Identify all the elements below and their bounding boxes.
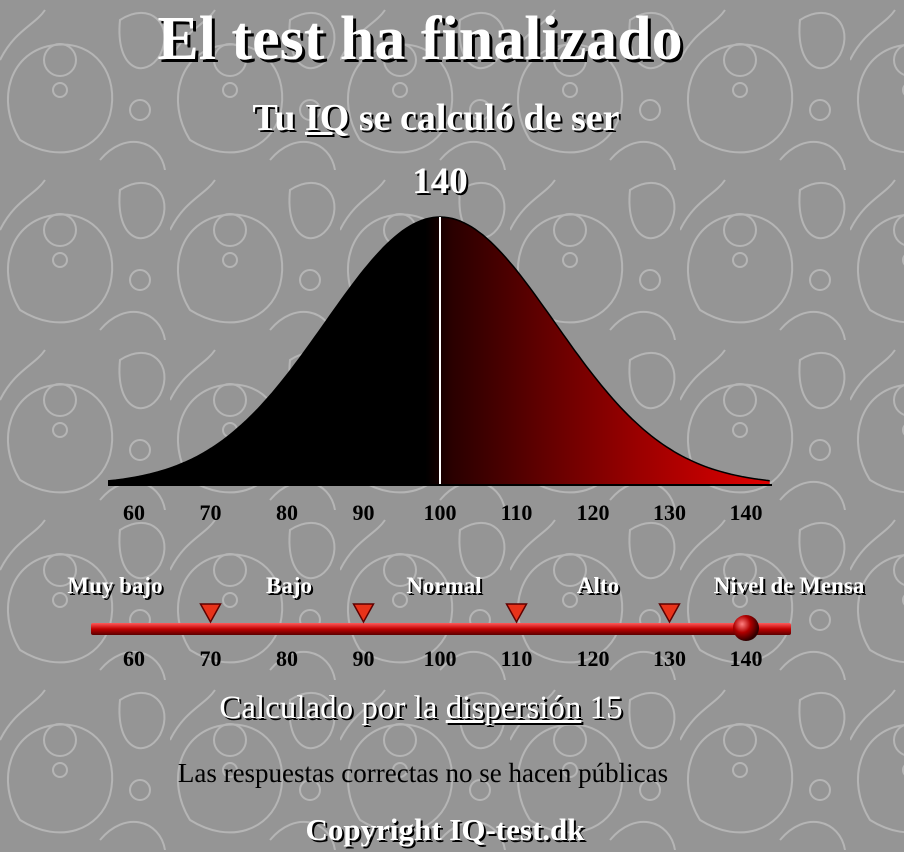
curve-outline — [107, 216, 770, 482]
curve-tick-label: 130 — [653, 500, 686, 525]
category-boundary-marker — [199, 603, 222, 624]
category-boundary-marker — [658, 603, 681, 624]
result-indicator — [733, 615, 759, 641]
page-title: El test ha finalizado — [157, 5, 683, 73]
category-boundary-marker — [505, 603, 528, 624]
scale-tick-label: 60 — [123, 646, 145, 671]
copyright: Copyright IQ-test.dk — [305, 812, 585, 847]
scale-tick-label: 140 — [729, 646, 763, 671]
scale-category-label: Muy bajo — [67, 573, 163, 598]
subtitle-prefix: Tu — [252, 97, 305, 139]
curve-tick-label: 80 — [276, 500, 298, 525]
scale-tick-label: 90 — [352, 646, 375, 671]
scale-category-label: Normal — [406, 573, 482, 598]
iq-scale-bar — [91, 623, 791, 635]
calc-suffix: 15 — [581, 690, 623, 726]
subtitle-suffix: se calculó de ser — [349, 97, 620, 139]
curve-tick-label: 90 — [352, 500, 375, 525]
scale-category-label: Bajo — [266, 573, 312, 598]
scale-tick-label: 80 — [276, 646, 298, 671]
curve-tick-label: 70 — [199, 500, 222, 525]
curve-tick-label: 120 — [576, 500, 610, 525]
dispersion-link[interactable]: dispersión — [445, 690, 582, 726]
scale-tick-label: 100 — [423, 646, 457, 671]
calc-prefix: Calculado por la — [219, 690, 446, 726]
scale-tick-label: 110 — [500, 646, 533, 671]
curve-tick-label: 140 — [729, 500, 763, 525]
scale-tick-label: 130 — [653, 646, 686, 671]
scale-tick-label: 70 — [199, 646, 222, 671]
scale-tick-label: 120 — [576, 646, 610, 671]
iq-score: 140 — [412, 161, 468, 202]
answers-note: Las respuestas correctas no se hacen púb… — [177, 758, 669, 788]
curve-tick-label: 60 — [123, 500, 145, 525]
category-boundary-marker — [352, 603, 375, 624]
scale-category-label: Alto — [576, 573, 620, 598]
curve-tick-label: 100 — [423, 500, 457, 525]
page-subtitle: Tu IQ se calculó de ser — [0, 96, 904, 140]
dispersion-info: Calculado por la dispersión 15 — [0, 690, 904, 727]
curve-tick-label: 110 — [500, 500, 533, 525]
curve-area — [108, 217, 770, 485]
scale-category-label: Nivel de Mensa — [713, 573, 865, 598]
iq-link[interactable]: IQ — [304, 97, 350, 139]
